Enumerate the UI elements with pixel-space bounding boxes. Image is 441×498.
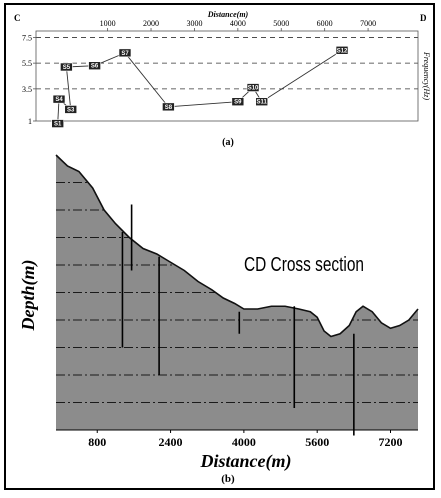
panel-a-point-label: S8 xyxy=(165,105,173,111)
panel-b-x-tick-label: 7200 xyxy=(379,435,403,449)
panel-a-label: (a) xyxy=(222,137,234,148)
panel-a-y-tick-label: 5.5 xyxy=(22,59,32,68)
corner-label-right: D xyxy=(420,13,427,23)
panel-a-x-axis-label: Distance(m) xyxy=(207,10,249,19)
panel-b-ticks: 800 2400 4000 5600 7200 xyxy=(88,430,403,449)
panel-a-point-marker xyxy=(335,45,349,55)
panel-a-series-segment xyxy=(261,49,343,103)
panel-b-plot xyxy=(55,154,419,436)
panel-a-series-segment xyxy=(124,52,169,108)
panel-a-point-label: S3 xyxy=(67,107,75,113)
figure: C D Distance(m) Frequency(Hz) 1000 2000 30… xyxy=(4,3,435,490)
panel-a-y-tick-label: 1 xyxy=(28,117,32,126)
panel-a-series-segment xyxy=(168,101,238,108)
panel-a-point-marker xyxy=(60,62,73,72)
cross-section-annotation: CD Cross section xyxy=(244,254,364,276)
panel-a: C D Distance(m) Frequency(Hz) 1000 2000 30… xyxy=(14,10,431,148)
panel-a-point-label: S6 xyxy=(91,64,99,70)
panel-a-point-marker xyxy=(64,105,78,114)
panel-a-x-tick-label: 2000 xyxy=(143,19,159,28)
panel-a-point-marker xyxy=(88,61,101,71)
panel-a-point-label: S5 xyxy=(63,65,71,71)
panel-a-ticks: 1000 2000 3000 4000 5000 6000 7000 1 3.5 5.5 7.5 xyxy=(22,19,376,126)
panel-a-point-label: S1 xyxy=(54,122,62,128)
panel-b-x-tick-label: 800 xyxy=(88,435,106,449)
panel-b-label: (b) xyxy=(221,473,235,485)
panel-b-x-tick-label: 2400 xyxy=(159,435,183,449)
panel-b-y-axis-label: Depth(m) xyxy=(18,260,39,332)
panel-a-y-tick-label: 3.5 xyxy=(22,85,32,94)
panel-a-point-label: S7 xyxy=(121,51,129,57)
panel-a-point-marker xyxy=(231,97,245,107)
panel-a-x-tick-label: 7000 xyxy=(360,19,376,28)
panel-b-x-axis-label: Distance(m) xyxy=(200,451,292,472)
panel-b-x-tick-label: 5600 xyxy=(305,435,329,449)
panel-a-point-marker xyxy=(52,94,66,104)
panel-a-x-tick-label: 6000 xyxy=(317,19,333,28)
panel-a-series xyxy=(57,49,343,124)
panel-a-point-label: S9 xyxy=(234,100,242,106)
panel-a-point-marker xyxy=(162,102,175,112)
panel-a-frame xyxy=(35,30,419,122)
panel-b-surface-line xyxy=(55,154,419,338)
panel-a-point-marker xyxy=(51,119,65,128)
panel-a-point-label: S10 xyxy=(248,86,259,92)
panel-a-points: S1 S4 S3 S5 S6 S7 S8 S9 S10 S11 S12 xyxy=(51,45,349,128)
panel-a-point-marker xyxy=(118,48,132,58)
panel-a-x-tick-label: 1000 xyxy=(100,19,116,28)
panel-a-y-axis-label: Frequency(Hz) xyxy=(422,51,431,100)
panel-b: CD Cross section Depth(m) 800 2400 4000 560… xyxy=(18,154,419,485)
figure-svg: C D Distance(m) Frequency(Hz) 1000 2000 30… xyxy=(14,10,431,485)
panel-a-x-tick-label: 5000 xyxy=(273,19,289,28)
panel-a-series-segment xyxy=(65,66,72,110)
panel-b-x-tick-label: 4000 xyxy=(232,435,256,449)
panel-a-y-tick-label: 7.5 xyxy=(22,33,32,42)
panel-b-area-fill xyxy=(56,155,418,430)
panel-a-x-tick-label: 3000 xyxy=(186,19,202,28)
panel-a-point-label: S4 xyxy=(55,97,63,103)
panel-a-point-label: S12 xyxy=(337,48,348,54)
panel-a-point-marker xyxy=(246,83,260,92)
corner-label-left: C xyxy=(14,13,21,23)
panel-a-point-marker xyxy=(255,97,269,107)
panel-a-point-label: S11 xyxy=(257,100,268,106)
panel-a-x-tick-label: 4000 xyxy=(230,19,246,28)
annotation-background xyxy=(241,248,369,278)
